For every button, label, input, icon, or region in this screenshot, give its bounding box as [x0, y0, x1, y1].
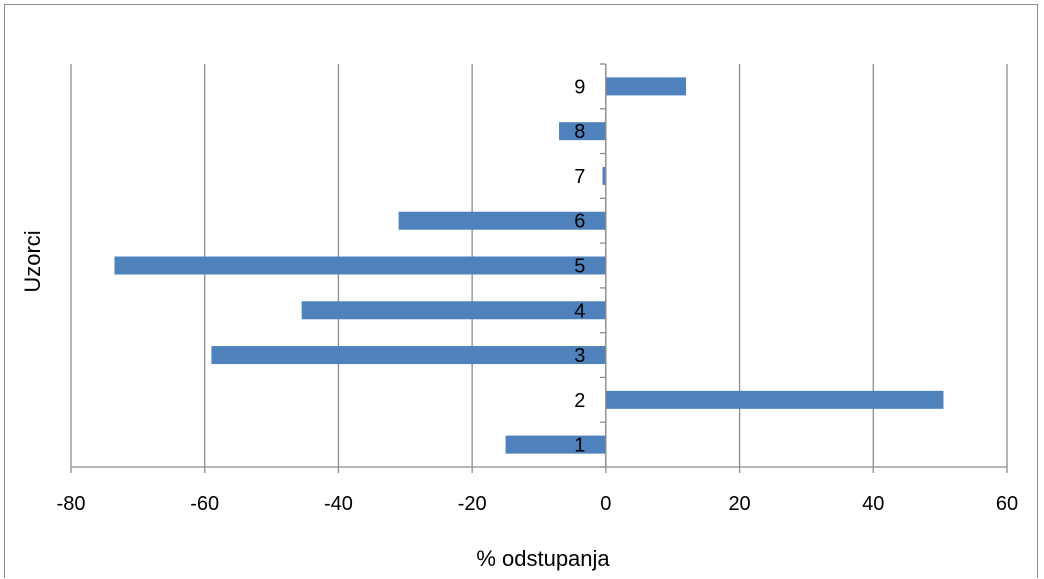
x-tick-label-5: 20	[728, 493, 750, 515]
y-axis-title: Uzorci	[20, 230, 45, 292]
x-tick-label-1: -60	[190, 493, 219, 515]
bar-9	[605, 77, 687, 96]
y-tick-label-8: 8	[574, 121, 585, 143]
y-tick-label-5: 5	[574, 256, 585, 278]
bar-2	[605, 390, 944, 409]
x-tick-label-2: -40	[324, 493, 353, 515]
axes	[71, 63, 1007, 468]
x-tick-label-4: 0	[600, 493, 611, 515]
bar-5	[114, 256, 606, 275]
x-tick-label-0: -80	[57, 493, 86, 515]
y-tick-label-1: 1	[574, 435, 585, 457]
x-tick-label-7: 60	[996, 493, 1018, 515]
y-tick-label-9: 9	[574, 76, 585, 98]
bars	[114, 77, 944, 454]
y-tick-label-2: 2	[574, 390, 585, 412]
y-tick-label-4: 4	[574, 300, 585, 322]
y-tick-label-7: 7	[574, 166, 585, 188]
bar-1	[505, 435, 606, 454]
bar-6	[398, 211, 606, 230]
bar-3	[211, 346, 606, 365]
x-tick-label-6: 40	[862, 493, 884, 515]
chart-area	[4, 4, 1038, 578]
x-axis-title: % odstupanja	[476, 546, 610, 571]
bar-4	[301, 301, 606, 320]
bar-7	[602, 166, 606, 185]
bar-8	[559, 122, 606, 141]
tick-labels: 1 2 3 4 5 6 7 8 9 -80 -60 -40 -20 0 20 40 60	[57, 76, 1019, 515]
y-tick-label-6: 6	[574, 211, 585, 233]
x-tick-label-3: -20	[458, 493, 487, 515]
y-tick-label-3: 3	[574, 345, 585, 367]
